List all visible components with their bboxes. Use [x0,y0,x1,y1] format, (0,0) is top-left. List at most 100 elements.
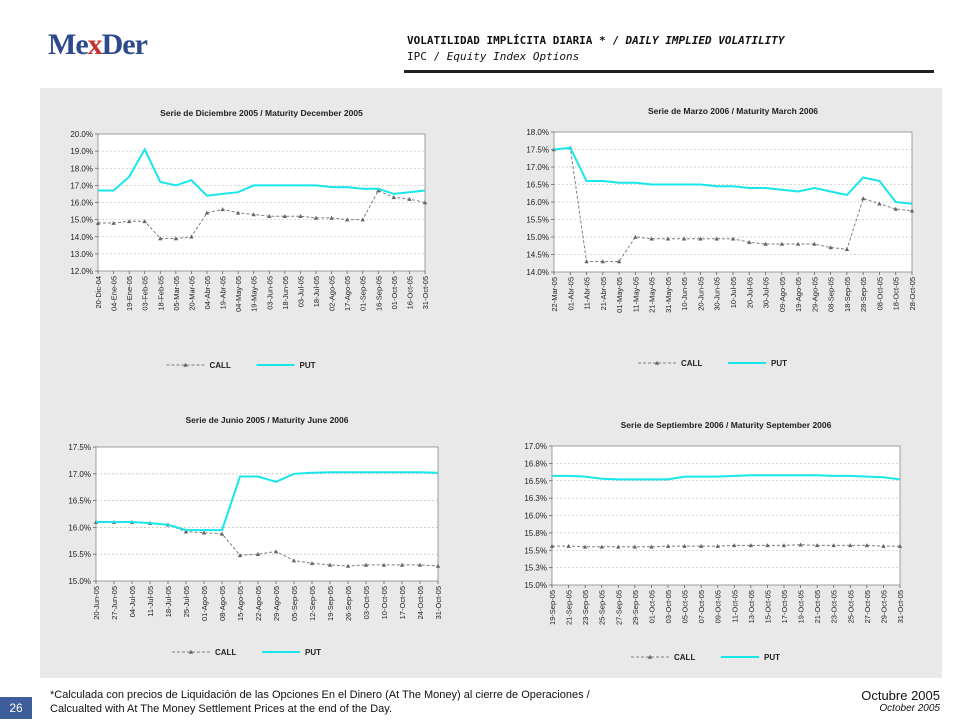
y-tick-label: 15.8% [524,529,547,538]
y-tick-label: 16.0% [526,198,549,207]
x-tick-label: 11-Oct-05 [730,590,739,623]
call-point [599,544,604,549]
subtitle-english: Equity Index Options [446,50,580,63]
call-point [220,207,225,212]
y-tick-label: 16.5% [526,181,549,190]
x-tick-label: 29-Ago-05 [810,277,819,312]
series-line-put [553,146,913,205]
chart-title: Serie de Junio 2005 / Maturity June 2006 [186,415,349,425]
y-tick-label: 16.5% [68,497,91,506]
x-tick-label: 23-Sep-05 [581,590,590,625]
call-point [391,195,397,200]
chart-title: Serie de Marzo 2006 / Maturity March 200… [648,106,818,116]
x-tick-label: 18-Jul-05 [312,276,321,307]
call-point [309,561,315,566]
y-tick-label: 17.0% [68,470,91,479]
x-tick-label: 31-May-05 [664,277,673,313]
x-tick-label: 11-May-05 [631,277,640,312]
y-tick-label: 13.0% [70,250,93,259]
series-line-put [552,474,901,481]
y-tick-label: 15.5% [524,546,547,555]
x-tick-label: 16-Oct-05 [405,276,414,309]
call-point [376,188,381,193]
call-point [681,236,687,241]
page-number: 26 [0,697,32,719]
x-tick-label: 02-Ago-05 [328,276,337,311]
call-point [142,219,147,224]
x-tick-label: 17-Ago-05 [343,276,352,311]
call-point [864,543,870,548]
x-tick-label: 01-Ago-05 [200,586,209,621]
call-point [549,543,555,548]
call-point [715,543,720,548]
x-tick-label: 05-Oct-05 [681,590,690,623]
call-point [814,543,820,548]
chart-june-2006: Serie de Junio 2005 / Maturity June 2006… [52,405,452,670]
call-point [158,236,163,241]
legend-put-label: PUT [764,653,780,662]
x-tick-label: 22-Mar-05 [550,277,559,312]
x-tick-label: 31-Oct-05 [421,276,430,309]
x-tick-label: 19-May-05 [250,276,259,312]
series-line-call [98,189,426,239]
y-tick-label: 12.0% [70,267,93,276]
call-point [632,544,638,549]
call-point [204,210,210,215]
call-point [363,562,369,567]
call-point [893,206,898,211]
call-point [714,236,719,241]
y-tick-label: 17.5% [68,443,91,452]
x-tick-label: 28-Oct-05 [908,277,917,310]
call-point [730,236,736,241]
chart-march-2006: Serie de Marzo 2006 / Maturity March 200… [510,96,930,381]
call-point [313,215,319,220]
chart-title: Serie de Diciembre 2005 / Maturity Decem… [160,108,363,118]
x-tick-label: 21-Sep-05 [565,590,574,625]
title-english: DAILY IMPLIED VOLATILITY [625,34,785,47]
x-tick-label: 18-Feb-05 [156,276,165,311]
y-tick-label: 15.0% [70,216,93,225]
x-tick-label: 11-Jul-05 [146,586,155,617]
x-tick-label: 01-Oct-05 [647,590,656,623]
call-point [399,562,405,567]
date-english: October 2005 [879,703,940,714]
legend-put-label: PUT [771,359,787,368]
x-tick-label: 08-Ago-05 [218,586,227,621]
y-tick-label: 20.0% [70,130,93,139]
x-tick-label: 29-Ago-05 [272,586,281,621]
y-tick-label: 15.3% [524,564,547,573]
x-tick-label: 10-Jun-05 [680,277,689,311]
x-tick-label: 20-Jun-05 [696,277,705,311]
x-tick-label: 21-Abr-05 [599,277,608,310]
page-subtitle: IPC / Equity Index Options [407,50,579,63]
call-point [844,247,850,252]
call-point [566,543,571,548]
x-tick-label: 20-Mar-05 [187,276,196,311]
call-point [267,214,272,218]
x-tick-label: 27-Sep-05 [614,590,623,625]
x-tick-label: 09-Oct-05 [714,590,723,623]
call-point [417,562,423,567]
y-tick-label: 17.0% [524,442,547,451]
call-point [126,219,132,224]
y-tick-label: 16.0% [68,523,91,532]
call-point [600,259,606,264]
date-spanish: Octubre 2005 [861,688,940,703]
x-tick-label: 01-Sep-05 [359,276,368,311]
y-tick-label: 15.0% [526,233,549,242]
call-point [665,236,671,241]
x-tick-label: 20-Dic-04 [94,276,103,309]
x-tick-label: 19-Ene-05 [125,276,134,311]
series-line-put [98,147,426,197]
legend-call-marker [654,360,660,365]
chart-title: Serie de Septiembre 2006 / Maturity Sept… [621,420,832,430]
call-point [201,530,207,535]
call-point [665,543,671,548]
x-tick-label: 09-Ago-05 [778,277,787,312]
x-tick-label: 25-Jul-05 [182,586,191,617]
y-tick-label: 14.5% [526,251,549,260]
y-tick-label: 14.0% [526,268,549,277]
header-rule [404,70,934,73]
x-tick-label: 30-Jun-05 [713,277,722,311]
call-point [860,196,866,201]
